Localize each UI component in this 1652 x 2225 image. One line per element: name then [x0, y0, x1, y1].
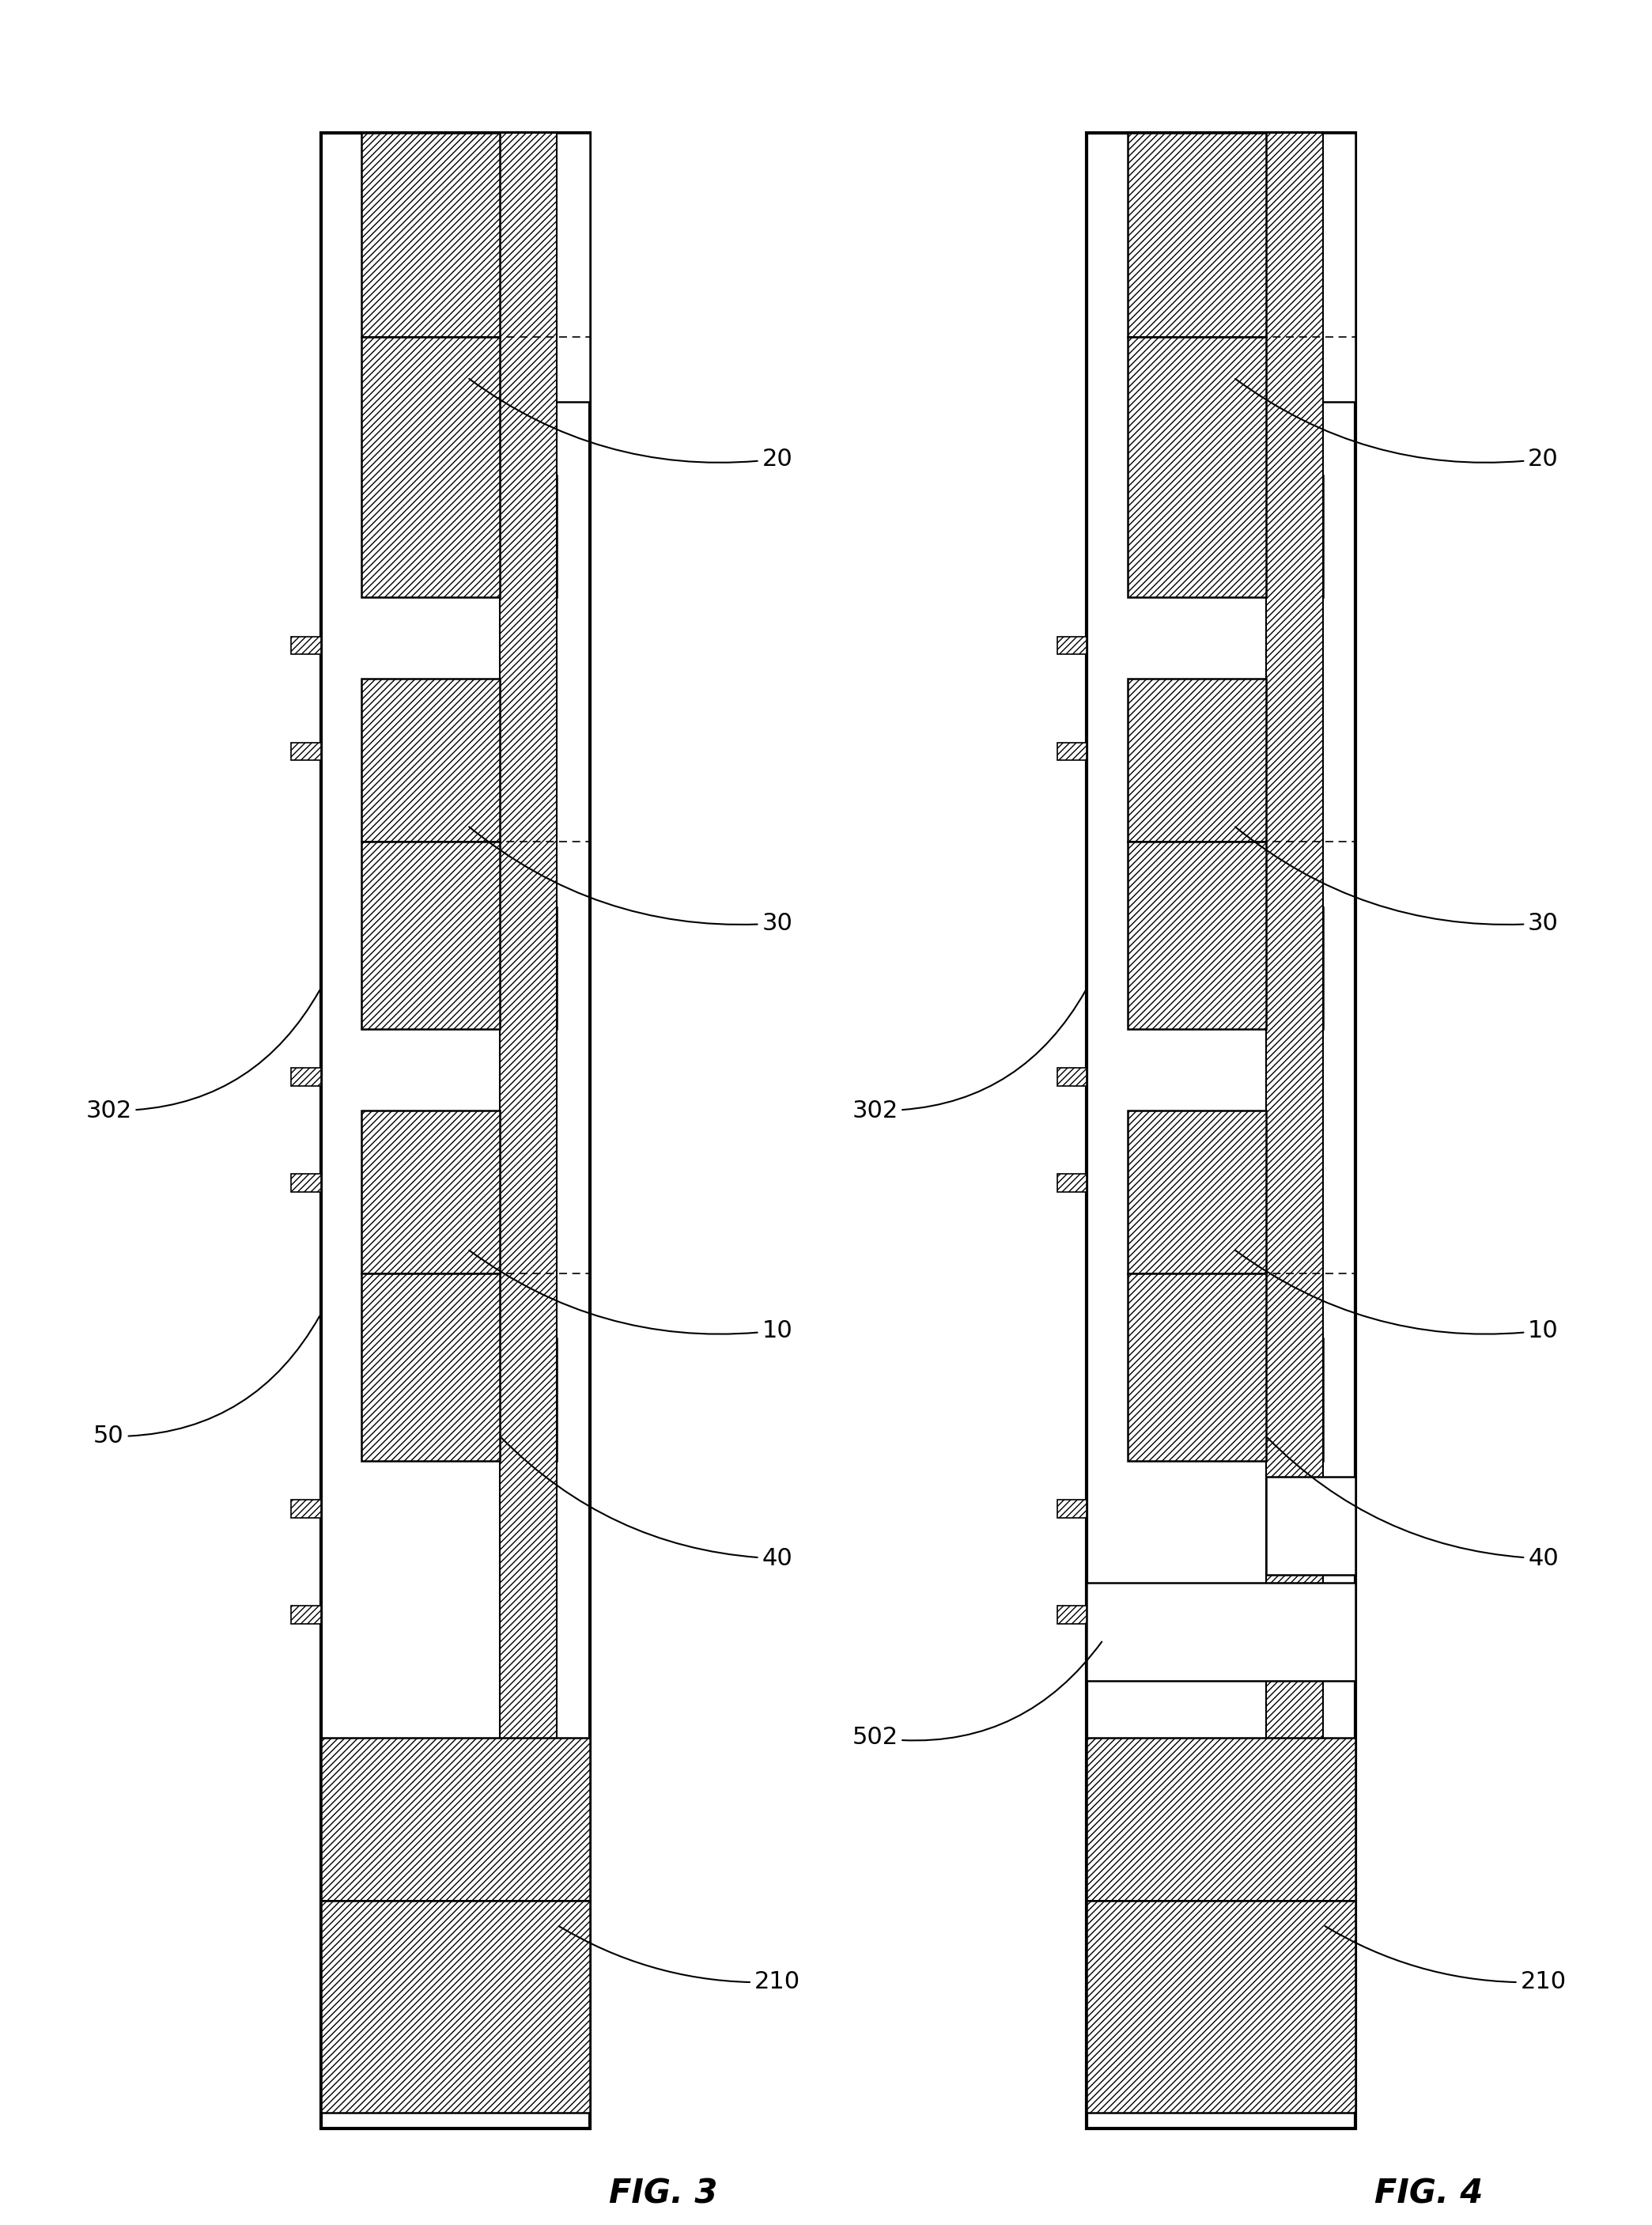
Text: 30: 30 [1236, 828, 1558, 934]
Bar [1265, 1477, 1356, 1575]
Text: FIG. 4: FIG. 4 [1374, 2178, 1483, 2209]
Bar [501, 476, 557, 599]
Bar [1057, 1068, 1087, 1086]
Bar [1057, 1175, 1087, 1193]
Text: 50: 50 [94, 1315, 319, 1448]
Bar [501, 1339, 557, 1462]
Bar [362, 679, 501, 841]
Text: 40: 40 [1267, 1437, 1558, 1571]
Bar [1057, 743, 1087, 761]
Bar [1265, 476, 1323, 599]
Bar [291, 1606, 320, 1624]
Bar [362, 1273, 501, 1462]
Text: FIG. 3: FIG. 3 [608, 2178, 717, 2209]
Bar [291, 1500, 320, 1517]
Text: 210: 210 [558, 1927, 800, 1994]
Bar [362, 841, 501, 1030]
Bar [1128, 1110, 1265, 1273]
Bar [320, 134, 590, 2129]
Bar [1128, 134, 1265, 336]
Bar [1265, 134, 1323, 1925]
Bar [1128, 679, 1265, 841]
Bar [501, 908, 557, 1030]
Bar [1087, 1582, 1356, 1680]
Text: 30: 30 [469, 828, 793, 934]
Bar [1087, 1900, 1356, 2112]
Bar [362, 134, 501, 336]
Bar [1265, 908, 1323, 1030]
Bar [362, 336, 501, 599]
Bar [291, 1175, 320, 1193]
Bar [1128, 336, 1265, 599]
Text: 502: 502 [852, 1642, 1102, 1749]
Bar [1057, 1500, 1087, 1517]
Bar [362, 1110, 501, 1273]
Bar [1128, 1273, 1265, 1462]
Bar [291, 1068, 320, 1086]
Bar [1087, 134, 1356, 2129]
Text: 210: 210 [1325, 1927, 1566, 1994]
Text: 20: 20 [469, 378, 793, 469]
Bar [1265, 134, 1356, 403]
Text: 10: 10 [1236, 1250, 1558, 1342]
Bar [1087, 1738, 1356, 1900]
Text: 10: 10 [469, 1250, 793, 1342]
Bar [320, 1900, 590, 2112]
Bar [291, 743, 320, 761]
Bar [1057, 1606, 1087, 1624]
Text: 40: 40 [502, 1437, 793, 1571]
Text: 20: 20 [1236, 378, 1558, 469]
Bar [501, 134, 557, 1925]
Bar [1265, 1339, 1323, 1462]
Bar [1128, 841, 1265, 1030]
Text: 302: 302 [86, 990, 319, 1121]
Bar [501, 134, 590, 403]
Bar [320, 1738, 590, 1900]
Bar [291, 636, 320, 654]
Bar [1057, 636, 1087, 654]
Text: 302: 302 [852, 990, 1085, 1121]
